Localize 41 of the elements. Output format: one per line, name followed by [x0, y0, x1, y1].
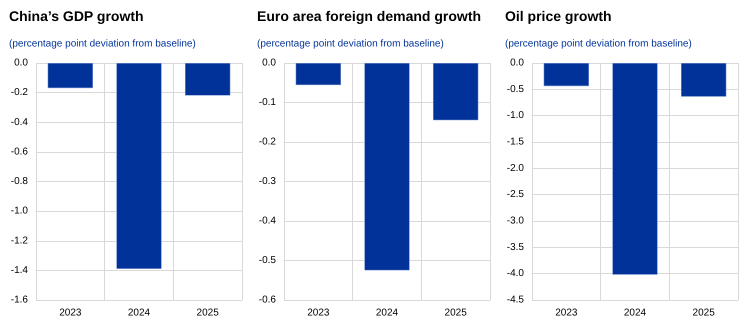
y-tick-label: -4.0 [506, 268, 524, 280]
x-tick-label: 2024 [128, 308, 151, 318]
y-tick-label: 0.0 [510, 58, 524, 68]
y-tick-label: -0.3 [258, 176, 276, 187]
y-tick-label: -0.5 [258, 255, 276, 266]
y-tick-label: -0.6 [258, 294, 276, 306]
y-tick-label: -1.4 [10, 264, 28, 276]
x-tick-label: 2023 [307, 308, 330, 318]
y-tick-label: -0.5 [506, 84, 524, 95]
chart-title: Euro area foreign demand growth [257, 8, 482, 24]
y-tick-label: -1.0 [506, 110, 524, 122]
x-tick-label: 2023 [555, 308, 578, 318]
y-tick-label: -0.4 [258, 216, 276, 226]
y-tick-label: 0.0 [262, 58, 276, 68]
y-tick-label: 0.0 [14, 58, 28, 68]
chart-subtitle: (percentage point deviation from baseline) [505, 38, 692, 50]
y-tick-label: -1.0 [10, 206, 28, 217]
chart-title: Oil price growth [505, 8, 612, 24]
x-tick-label: 2024 [624, 308, 647, 318]
chart-title: China’s GDP growth [9, 8, 144, 24]
x-tick-label: 2025 [196, 308, 220, 318]
y-tick-label: -0.1 [258, 97, 276, 108]
x-tick-label: 2025 [444, 308, 468, 318]
y-tick-label: -0.2 [258, 136, 276, 148]
x-tick-label: 2025 [692, 308, 716, 318]
y-tick-label: -2.0 [506, 162, 524, 174]
y-tick-label: -1.5 [506, 136, 524, 148]
y-tick-label: -0.8 [10, 176, 28, 187]
y-tick-label: -3.5 [506, 242, 524, 253]
x-tick-label: 2024 [376, 308, 399, 318]
y-tick-label: -0.4 [10, 116, 28, 128]
y-tick-label: -4.5 [506, 294, 524, 306]
y-tick-label: -3.0 [506, 216, 524, 226]
chart-subtitle: (percentage point deviation from baseline) [257, 38, 444, 50]
chart-subtitle: (percentage point deviation from baseline) [9, 38, 196, 50]
x-tick-label: 2023 [59, 308, 82, 318]
y-tick-label: -0.6 [10, 146, 28, 158]
y-tick-label: -1.6 [10, 294, 28, 306]
y-tick-label: -1.2 [10, 235, 28, 246]
y-tick-label: -0.2 [10, 87, 28, 98]
y-tick-label: -2.5 [506, 189, 524, 200]
